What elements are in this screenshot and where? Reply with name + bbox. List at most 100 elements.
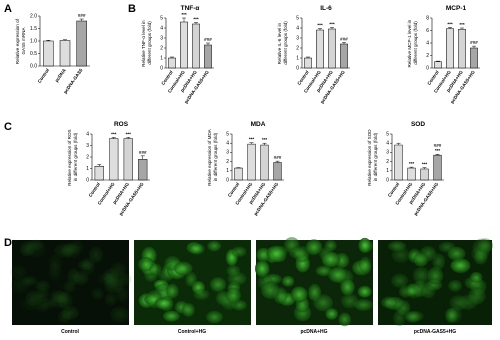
- cell: [54, 243, 75, 258]
- cell: [88, 246, 104, 263]
- panel-letter: B: [128, 3, 136, 15]
- cell: [21, 275, 38, 286]
- y-tick-label: 0: [86, 177, 89, 183]
- y-axis-label: Relative expression of MDA in different …: [207, 128, 218, 186]
- cell: [35, 302, 49, 313]
- cell: [288, 247, 307, 259]
- cell: [477, 238, 494, 253]
- cell: [166, 283, 179, 299]
- cell: [181, 302, 195, 317]
- cell: [260, 281, 280, 300]
- cell: [412, 266, 431, 284]
- y-tick-label: 1.5: [30, 26, 37, 32]
- y-axis-label: Relative expression of SOD in different …: [367, 128, 378, 186]
- y-tick-label: 1: [160, 55, 163, 61]
- cell: [427, 266, 444, 285]
- bar: [434, 61, 442, 69]
- chart-title: MCP-1: [446, 5, 467, 12]
- bar: [260, 144, 269, 181]
- x-tick-label: Control: [88, 182, 101, 198]
- y-tick-label: 0: [386, 177, 389, 183]
- bar: [168, 57, 176, 69]
- cell: [104, 292, 117, 306]
- significance-label: ###: [139, 150, 147, 155]
- bar: [328, 28, 336, 69]
- significance-label: ***: [262, 137, 268, 142]
- cell: [432, 253, 446, 271]
- x-tick-label: pcDNA-GAS5+HG: [413, 181, 440, 216]
- bar: [304, 57, 312, 69]
- cell: [404, 311, 421, 323]
- cell: [49, 294, 69, 309]
- y-tick-label: 2: [160, 45, 163, 51]
- cell: [266, 245, 286, 263]
- y-axis-label: Relative IL-6 level in different groups …: [277, 21, 288, 65]
- bar: [247, 143, 256, 181]
- cell: [193, 289, 210, 300]
- significance-label: ###: [204, 37, 212, 42]
- image-label: Control: [61, 329, 79, 335]
- significance-label: ###: [78, 13, 86, 18]
- y-tick-label: 3: [86, 143, 89, 149]
- x-tick-label: pcDNA: [54, 67, 67, 83]
- cell: [445, 307, 458, 323]
- cell: [154, 297, 173, 310]
- cell: [421, 284, 436, 299]
- x-tick-label: Control: [37, 68, 50, 84]
- cell: [254, 260, 270, 277]
- cell: [325, 308, 339, 320]
- chart-title: SOD: [411, 121, 425, 128]
- y-tick-label: 3: [386, 150, 389, 156]
- y-tick-label: 6: [426, 28, 429, 34]
- bar: [180, 21, 188, 69]
- y-axis-label: Relative expression of ROS in different …: [67, 128, 78, 186]
- cell: [226, 287, 241, 304]
- y-tick-label: 2: [386, 159, 389, 165]
- significance-label: ###: [434, 143, 442, 148]
- bar: [316, 29, 324, 69]
- y-tick-label: 4: [426, 40, 429, 46]
- bar: [446, 28, 454, 69]
- cell: [256, 247, 271, 262]
- bar: [76, 20, 87, 67]
- bar: [204, 44, 212, 69]
- cell: [19, 243, 34, 257]
- cell: [281, 275, 295, 287]
- chart-title: IL-6: [320, 5, 332, 12]
- chart-title: TNF-α: [181, 5, 200, 12]
- significance-label: ***: [459, 22, 465, 27]
- x-tick-label: Control: [387, 182, 400, 198]
- y-tick-label: 1: [386, 168, 389, 174]
- image-label: pcDNA-GAS5+HG: [414, 329, 456, 335]
- bar: [109, 138, 119, 181]
- y-tick-label: 4: [226, 141, 229, 147]
- significance-label: ***: [409, 161, 415, 166]
- cell: [448, 279, 462, 292]
- cell: [115, 286, 129, 303]
- y-axis-label: Relative TNF-α level in different groups…: [141, 19, 152, 67]
- y-tick-label: 1.0: [30, 38, 37, 44]
- bar: [94, 165, 104, 181]
- y-tick-label: 2: [296, 45, 299, 51]
- bar: [123, 138, 133, 181]
- y-tick-label: 5: [160, 15, 163, 21]
- bar: [433, 154, 442, 181]
- significance-label: ***: [249, 137, 255, 142]
- y-tick-label: 0.5: [30, 51, 37, 57]
- bar: [234, 167, 243, 181]
- x-tick-label: pcDNA-GAS5+HG: [253, 181, 280, 216]
- cell: [470, 271, 483, 283]
- cell: [35, 280, 50, 292]
- cell: [328, 266, 348, 283]
- y-tick-label: 4: [296, 25, 299, 31]
- y-tick-label: 5: [296, 15, 299, 21]
- significance-label: ###: [470, 40, 478, 45]
- chart-title: ROS: [114, 121, 129, 128]
- cell: [91, 288, 105, 300]
- significance-label: ###: [340, 37, 348, 42]
- bar: [138, 159, 148, 181]
- significance-label: ***: [193, 17, 199, 22]
- bar: [43, 40, 54, 67]
- cell: [77, 259, 93, 271]
